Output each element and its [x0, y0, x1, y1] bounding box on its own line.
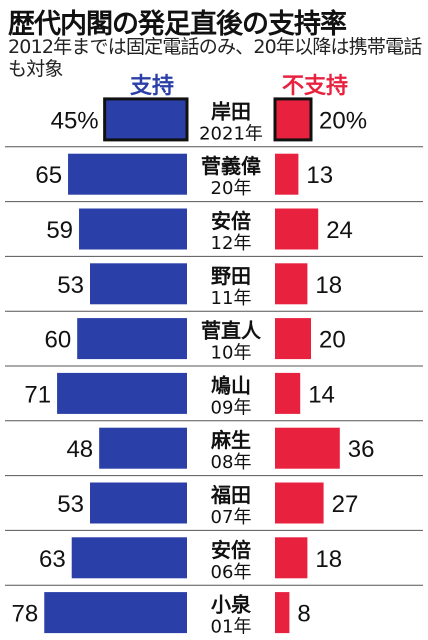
- chart-title: 歴代内閣の発足直後の支持率: [8, 9, 347, 40]
- oppose-bar: [275, 153, 299, 195]
- oppose-bar: [275, 537, 308, 579]
- support-bar: [57, 372, 187, 414]
- cabinet-year-label: 08年: [211, 452, 252, 473]
- cabinet-year-label: 11年: [211, 288, 252, 309]
- oppose-bar: [275, 482, 324, 524]
- support-value-label: 53: [57, 491, 84, 518]
- cabinet-name-label: 小泉: [211, 593, 252, 617]
- cabinet-name-label: 安倍: [211, 538, 251, 562]
- oppose-value-label: 24: [326, 217, 353, 244]
- support-value-label: 45%: [51, 107, 99, 134]
- oppose-value-label: 36: [348, 436, 375, 463]
- cabinet-year-label: 2021年: [199, 123, 263, 144]
- oppose-value-label: 27: [332, 491, 359, 518]
- support-value-label: 63: [39, 546, 66, 573]
- cabinet-year-label: 20年: [211, 178, 252, 199]
- support-value-label: 78: [12, 601, 39, 628]
- cabinet-year-label: 10年: [211, 343, 252, 364]
- oppose-bar: [275, 427, 340, 469]
- oppose-bar: [275, 263, 308, 305]
- support-bar: [79, 208, 187, 250]
- oppose-value-label: 13: [306, 162, 333, 189]
- oppose-value-label: 20%: [319, 107, 367, 134]
- legend-oppose: 不支持: [282, 74, 349, 99]
- cabinet-year-label: 09年: [211, 397, 252, 418]
- oppose-bar: [275, 318, 311, 360]
- oppose-value-label: 18: [315, 546, 342, 573]
- cabinet-year-label: 01年: [211, 617, 252, 638]
- cabinet-name-label: 安倍: [211, 209, 251, 233]
- cabinet-name-label: 福田: [210, 483, 251, 507]
- support-value-label: 71: [24, 381, 51, 408]
- oppose-value-label: 18: [315, 272, 342, 299]
- support-value-label: 48: [66, 436, 93, 463]
- support-bar: [90, 263, 187, 305]
- support-bar: [103, 97, 189, 142]
- chart-subtitle: 2012年までは固定電話のみ、20年以降は携帯電話も対象: [8, 36, 422, 80]
- oppose-bar: [275, 208, 319, 250]
- oppose-value-label: 8: [297, 601, 310, 628]
- oppose-bar: [275, 592, 290, 634]
- cabinet-name-label: 野田: [211, 264, 251, 288]
- cabinet-name-label: 麻生: [210, 428, 251, 452]
- legend-support: 支持: [130, 74, 175, 99]
- cabinet-name-label: 岸田: [211, 99, 251, 123]
- cabinet-year-label: 07年: [211, 507, 252, 528]
- cabinet-name-label: 鳩山: [211, 373, 251, 397]
- support-value-label: 59: [46, 217, 73, 244]
- support-bar: [99, 427, 187, 469]
- support-value-label: 60: [44, 327, 71, 354]
- support-bar: [71, 537, 187, 579]
- support-bar: [68, 153, 187, 195]
- cabinet-name-label: 菅義偉: [201, 154, 261, 178]
- support-value-label: 65: [35, 162, 62, 189]
- oppose-bar: [273, 97, 313, 142]
- support-bar: [44, 592, 188, 634]
- cabinet-name-label: 菅直人: [201, 319, 262, 343]
- support-value-label: 53: [57, 272, 84, 299]
- cabinet-year-label: 06年: [211, 562, 252, 583]
- oppose-value-label: 20: [319, 327, 346, 354]
- support-bar: [77, 318, 187, 360]
- support-bar: [90, 482, 187, 524]
- cabinet-year-label: 12年: [211, 233, 252, 254]
- oppose-value-label: 14: [308, 381, 335, 408]
- oppose-bar: [275, 372, 301, 414]
